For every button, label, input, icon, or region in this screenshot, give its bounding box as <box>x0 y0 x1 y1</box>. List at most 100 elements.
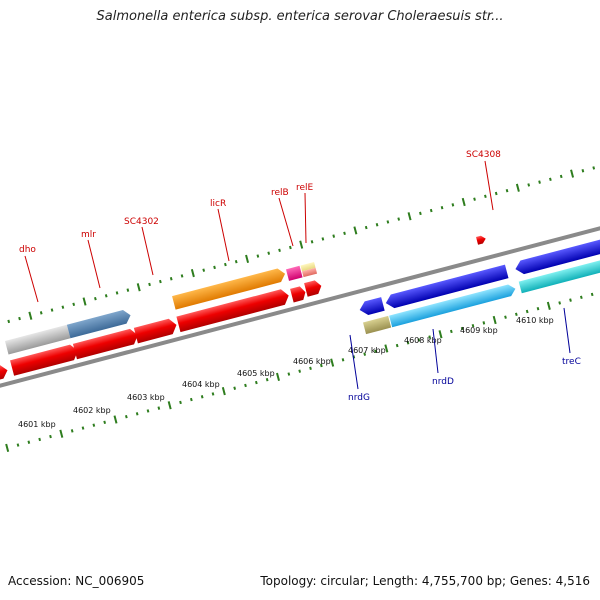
minor-tick <box>375 223 379 227</box>
gene-label-dho: dho <box>19 245 36 255</box>
minor-tick <box>386 220 390 224</box>
minor-tick <box>341 358 345 362</box>
minor-tick <box>558 301 562 305</box>
gene-block <box>4 324 71 355</box>
minor-tick <box>310 240 314 244</box>
gene-label-treC: treC <box>562 357 581 367</box>
topology-stats-text: Topology: circular; Length: 4,755,700 bp… <box>260 574 590 588</box>
gene-arrow <box>10 344 78 376</box>
minor-tick <box>538 180 541 184</box>
gene-arrow <box>0 365 8 383</box>
lower-tick-row <box>5 292 594 453</box>
minor-tick <box>374 349 377 353</box>
gene-arrow <box>133 318 177 344</box>
minor-tick <box>343 231 346 235</box>
gene-label-licR: licR <box>210 199 226 209</box>
minor-tick <box>559 174 563 179</box>
minor-tick <box>61 305 65 309</box>
minor-tick <box>440 205 444 210</box>
minor-tick <box>103 420 107 425</box>
minor-tick <box>27 440 31 444</box>
leader-line <box>349 334 359 390</box>
axis-label-4601: 4601 kbp <box>18 420 56 429</box>
gene-block <box>302 267 318 278</box>
minor-tick <box>135 412 139 416</box>
minor-tick <box>244 383 247 388</box>
minor-tick <box>460 326 464 331</box>
minor-tick <box>234 259 238 264</box>
minor-tick <box>146 409 150 413</box>
minor-tick <box>473 197 476 201</box>
gene-block <box>363 315 392 335</box>
major-tick <box>546 301 551 310</box>
minor-tick <box>406 341 410 345</box>
gene-block <box>285 265 303 281</box>
minor-tick <box>364 225 368 230</box>
leader-line <box>141 226 154 276</box>
leader-line <box>304 192 307 244</box>
gene-arrow <box>176 289 289 333</box>
gene-label-nrdG: nrdG <box>348 393 370 403</box>
gene-arrow <box>359 297 385 315</box>
gene-arrow <box>304 280 322 297</box>
minor-tick <box>449 329 453 334</box>
minor-tick <box>494 191 498 196</box>
accession-text: Accession: NC_006905 <box>8 574 145 588</box>
minor-tick <box>213 265 216 270</box>
forward-genes <box>0 235 486 383</box>
gene-label-mlr: mlr <box>81 230 96 240</box>
minor-tick <box>278 248 281 253</box>
minor-tick <box>549 177 552 181</box>
major-tick <box>28 311 33 320</box>
minor-tick <box>484 194 487 199</box>
leader-line <box>24 255 39 303</box>
minor-tick <box>7 319 11 324</box>
gene-label-nrdD: nrdD <box>432 377 454 387</box>
minor-tick <box>471 324 475 328</box>
minor-tick <box>527 183 531 187</box>
gene-arrow <box>389 284 516 328</box>
backbone-line <box>0 218 600 396</box>
major-tick <box>438 330 443 339</box>
minor-tick <box>94 296 97 301</box>
minor-tick <box>536 306 540 311</box>
gene-label-SC4308: SC4308 <box>466 150 501 160</box>
major-tick <box>59 429 64 438</box>
gene-arrow <box>385 264 509 309</box>
gene-arrow <box>66 310 131 339</box>
minor-tick <box>419 211 422 216</box>
gene-arrow <box>515 231 600 275</box>
forward-gene-labels: dho mlr SC4302 licR relB relE SC4308 <box>19 150 501 303</box>
minor-tick <box>50 308 54 312</box>
minor-tick <box>417 338 421 342</box>
minor-tick <box>38 437 42 442</box>
minor-tick <box>395 343 399 348</box>
minor-tick <box>189 397 193 402</box>
axis-label-4604: 4604 kbp <box>182 380 220 389</box>
axis-label-4602: 4602 kbp <box>73 406 111 415</box>
leader-line <box>278 197 294 247</box>
major-tick <box>190 268 195 278</box>
axis-labels: 4601 kbp 4602 kbp 4603 kbp 4604 kbp 4605… <box>18 316 554 429</box>
reverse-genes <box>359 231 600 335</box>
major-tick <box>136 283 141 292</box>
leader-line <box>484 160 494 211</box>
minor-tick <box>525 309 529 314</box>
minor-tick <box>256 254 260 258</box>
minor-tick <box>321 237 325 241</box>
minor-tick <box>224 262 227 267</box>
axis-label-4606: 4606 kbp <box>293 357 331 366</box>
minor-tick <box>115 291 119 295</box>
minor-tick <box>92 423 96 427</box>
minor-tick <box>39 311 43 315</box>
leader-line <box>217 208 230 262</box>
minor-tick <box>592 166 596 170</box>
minor-tick <box>202 268 206 272</box>
minor-tick <box>159 279 162 284</box>
minor-tick <box>70 429 74 433</box>
reverse-gene-labels: nrdG nrdD treC <box>348 307 581 403</box>
minor-tick <box>309 366 312 371</box>
leader-line <box>563 307 571 354</box>
minor-tick <box>579 295 583 299</box>
minor-tick <box>482 321 486 325</box>
